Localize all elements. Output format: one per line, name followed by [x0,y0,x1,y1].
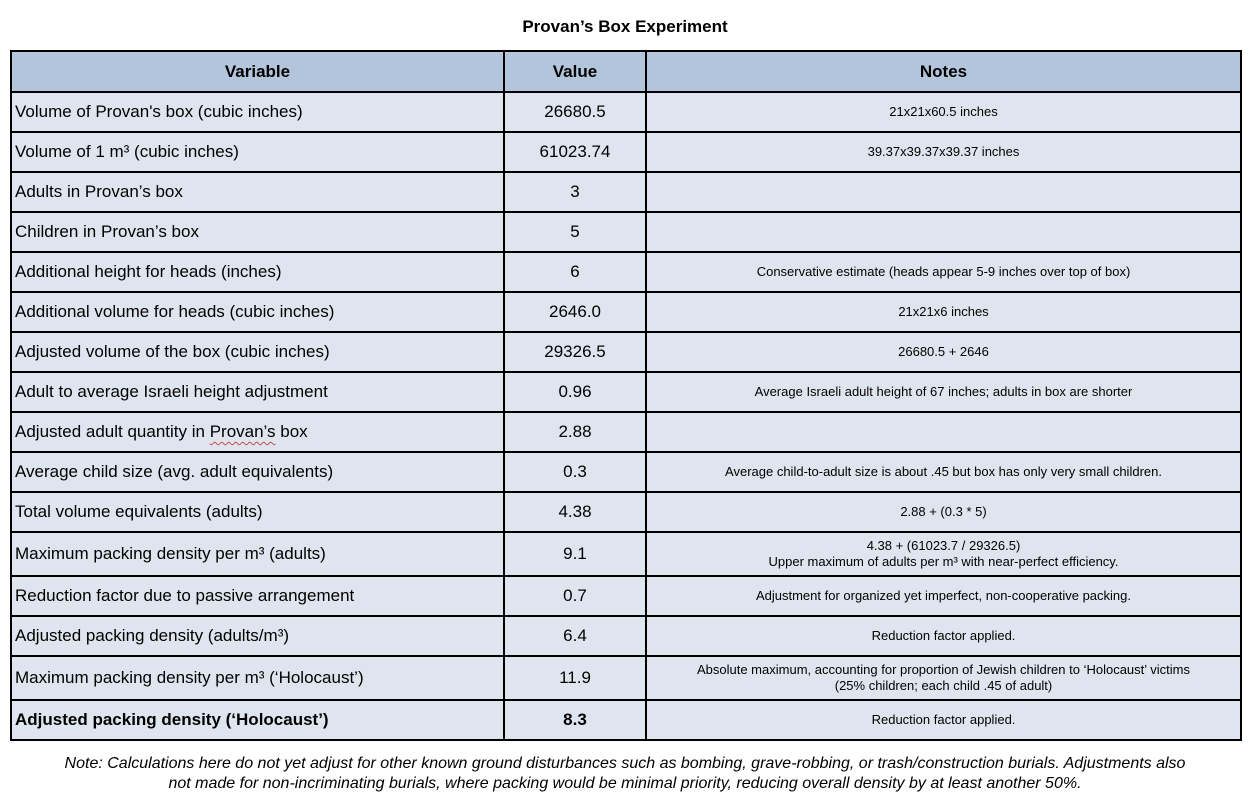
value-cell: 4.38 [503,491,647,533]
header-row: Variable Value Notes [10,50,1242,93]
value-cell: 26680.5 [503,91,647,133]
value-cell: 11.9 [503,655,647,701]
notes-cell: Conservative estimate (heads appear 5-9 … [645,251,1242,293]
value-cell: 6 [503,251,647,293]
column-header-variable: Variable [10,50,505,93]
variable-cell: Reduction factor due to passive arrangem… [10,575,505,617]
variable-cell: Maximum packing density per m³ (‘Holocau… [10,655,505,701]
notes-cell: 4.38 + (61023.7 / 29326.5) Upper maximum … [645,531,1242,577]
table-row: Children in Provan’s box 5 [10,211,1242,253]
footnote: Note: Calculations here do not yet adjus… [64,755,1186,792]
notes-cell [645,211,1242,253]
value-cell: 5 [503,211,647,253]
variable-cell: Adjusted adult quantity in Provan’s box [10,411,505,453]
variable-cell: Additional volume for heads (cubic inche… [10,291,505,333]
value-cell: 29326.5 [503,331,647,373]
value-cell: 61023.74 [503,131,647,173]
table-row: Additional volume for heads (cubic inche… [10,291,1242,333]
page-title: Provan’s Box Experiment [522,17,728,36]
table-row: Adjusted volume of the box (cubic inches… [10,331,1242,373]
variable-cell: Average child size (avg. adult equivalen… [10,451,505,493]
value-cell: 2.88 [503,411,647,453]
table-row: Adults in Provan’s box 3 [10,171,1242,213]
value-cell: 0.3 [503,451,647,493]
column-header-notes: Notes [645,50,1242,93]
table-row: Adjusted packing density (adults/m³) 6.4 R… [10,615,1242,657]
variable-cell: Volume of 1 m³ (cubic inches) [10,131,505,173]
table-row: Maximum packing density per m³ (‘Holocau… [10,655,1242,701]
variable-cell: Maximum packing density per m³ (adults) [10,531,505,577]
table-row: Additional height for heads (inches) 6 Con… [10,251,1242,293]
notes-cell: Adjustment for organized yet imperfect, … [645,575,1242,617]
notes-cell: Average child-to-adult size is about .45… [645,451,1242,493]
table-row: Total volume equivalents (adults) 4.38 2.8… [10,491,1242,533]
notes-cell [645,411,1242,453]
notes-cell [645,171,1242,213]
value-cell: 9.1 [503,531,647,577]
notes-cell: 21x21x6 inches [645,291,1242,333]
value-cell: 0.7 [503,575,647,617]
table-row: Adjusted packing density (‘Holocaust’) 8.… [10,699,1242,741]
variable-cell: Adjusted packing density (adults/m³) [10,615,505,657]
table-row: Maximum packing density per m³ (adults) 9… [10,531,1242,577]
page: Provan’s Box Experiment Variable Value N… [0,17,1250,794]
variable-cell: Adult to average Israeli height adjustme… [10,371,505,413]
notes-cell: 26680.5 + 2646 [645,331,1242,373]
table-row: Adjusted adult quantity in Provan’s box 2… [10,411,1242,453]
variable-cell: Adults in Provan’s box [10,171,505,213]
table-row: Average child size (avg. adult equivalen… [10,451,1242,493]
table-row: Volume of Provan's box (cubic inches) 266… [10,91,1242,133]
column-header-value: Value [503,50,647,93]
value-cell: 6.4 [503,615,647,657]
notes-cell: Absolute maximum, accounting for proport… [645,655,1242,701]
table-header: Variable Value Notes [10,50,1242,93]
misspelled-word: Provan’s [209,422,276,441]
notes-cell: Average Israeli adult height of 67 inche… [645,371,1242,413]
notes-cell: Reduction factor applied. [645,699,1242,741]
table-row: Adult to average Israeli height adjustme… [10,371,1242,413]
variable-cell: Adjusted volume of the box (cubic inches… [10,331,505,373]
variable-cell: Adjusted packing density (‘Holocaust’) [10,699,505,741]
notes-cell: 39.37x39.37x39.37 inches [645,131,1242,173]
value-cell: 8.3 [503,699,647,741]
notes-cell: Reduction factor applied. [645,615,1242,657]
notes-cell: 2.88 + (0.3 * 5) [645,491,1242,533]
value-cell: 2646.0 [503,291,647,333]
value-cell: 3 [503,171,647,213]
variable-cell: Volume of Provan's box (cubic inches) [10,91,505,133]
variable-cell: Total volume equivalents (adults) [10,491,505,533]
variable-cell: Children in Provan’s box [10,211,505,253]
table-body: Volume of Provan's box (cubic inches) 266… [10,91,1242,741]
variable-cell: Additional height for heads (inches) [10,251,505,293]
notes-cell: 21x21x60.5 inches [645,91,1242,133]
table-row: Volume of 1 m³ (cubic inches) 61023.74 39.… [10,131,1242,173]
experiment-table: Variable Value Notes Volume of Provan's … [10,50,1242,741]
value-cell: 0.96 [503,371,647,413]
table-row: Reduction factor due to passive arrangem… [10,575,1242,617]
